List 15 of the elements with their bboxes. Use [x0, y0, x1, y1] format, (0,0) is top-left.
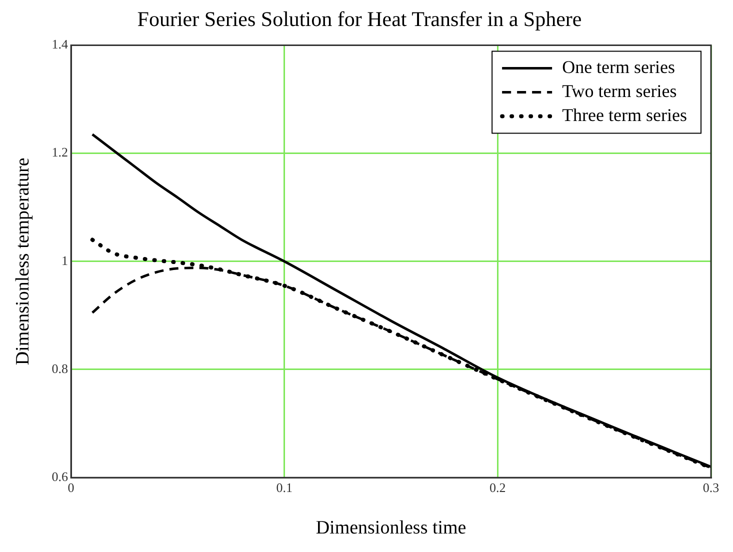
x-axis-title: Dimensionless time [316, 518, 466, 539]
x-tick-label: 0.3 [702, 480, 720, 495]
y-tick-label: 0.6 [52, 469, 69, 484]
y-tick-label: 1 [62, 252, 68, 268]
y-tick-label: 1.4 [52, 36, 69, 52]
x-tick-label: 0.1 [276, 480, 292, 495]
x-tick-label: 0 [68, 480, 74, 495]
legend-label: One term series [562, 56, 676, 77]
x-tick-label: 0.2 [490, 480, 506, 495]
y-tick-label: 1.2 [52, 144, 68, 160]
chart-title: Fourier Series Solution for Heat Transfer in a Sphere [137, 7, 582, 32]
y-tick-label: 0.8 [52, 360, 68, 376]
legend-label: Two term series [562, 80, 677, 101]
legend-label: Three term series [562, 104, 687, 125]
y-axis-title: Dimensionless temperature [12, 158, 34, 366]
